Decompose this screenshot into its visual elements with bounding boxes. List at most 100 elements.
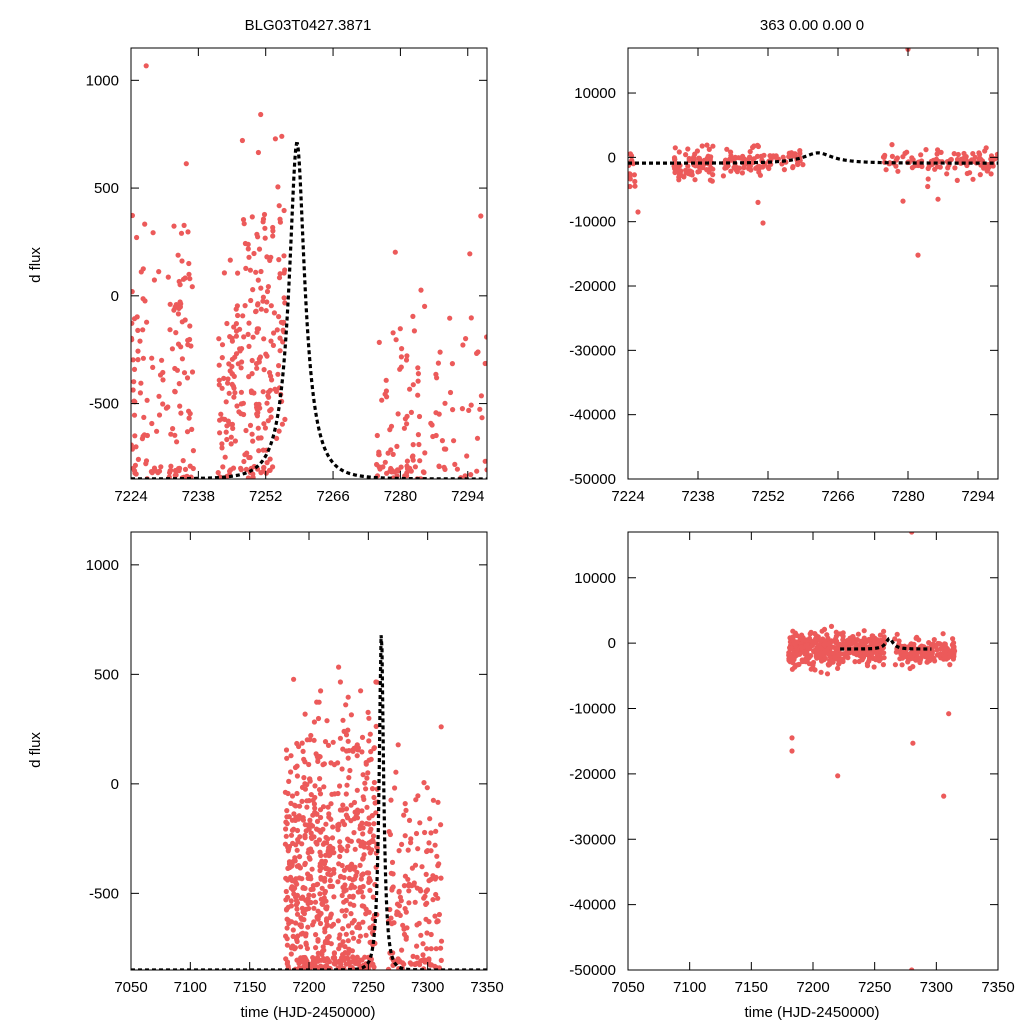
data-point xyxy=(255,326,262,332)
data-point xyxy=(328,941,334,947)
data-point xyxy=(370,961,376,967)
data-point xyxy=(242,303,248,309)
x-tick-label: 7280 xyxy=(384,488,417,505)
data-point xyxy=(283,819,289,825)
data-point xyxy=(264,299,270,305)
data-point xyxy=(794,639,800,645)
data-point xyxy=(447,389,454,396)
data-point xyxy=(977,172,983,178)
data-point xyxy=(320,901,326,907)
data-point xyxy=(363,932,369,938)
data-point xyxy=(344,782,350,788)
data-point xyxy=(322,929,328,935)
data-point xyxy=(389,859,396,866)
data-point xyxy=(325,742,332,749)
data-point xyxy=(131,412,138,418)
data-point xyxy=(387,468,393,474)
data-point xyxy=(841,641,848,648)
data-point xyxy=(393,337,399,343)
data-point xyxy=(316,753,322,760)
data-point xyxy=(797,148,803,154)
data-point-outlier xyxy=(789,735,795,741)
data-point xyxy=(217,417,223,423)
data-point xyxy=(289,793,296,799)
data-point xyxy=(410,313,416,319)
y-tick-label: 10000 xyxy=(574,85,616,102)
data-point xyxy=(261,367,267,373)
data-point xyxy=(750,156,756,162)
data-point xyxy=(947,649,954,655)
data-point xyxy=(348,712,354,718)
y-tick-label: -20000 xyxy=(569,766,616,783)
data-point xyxy=(482,360,487,367)
data-point xyxy=(413,830,420,837)
data-point xyxy=(283,833,289,839)
data-point xyxy=(484,334,487,340)
data-point xyxy=(262,425,268,431)
data-point xyxy=(672,169,678,176)
data-point xyxy=(929,649,935,655)
data-point xyxy=(360,871,366,877)
data-point xyxy=(140,327,146,333)
data-point xyxy=(182,466,189,472)
data-point xyxy=(308,792,314,798)
data-point xyxy=(173,302,179,308)
data-point xyxy=(173,330,179,336)
data-point xyxy=(219,342,226,348)
data-point xyxy=(286,814,292,820)
data-point xyxy=(899,662,905,668)
data-point xyxy=(415,378,421,384)
data-point xyxy=(404,458,410,464)
data-point xyxy=(297,854,303,860)
data-point xyxy=(435,895,441,901)
data-point xyxy=(229,356,235,362)
data-point xyxy=(383,377,389,383)
data-point xyxy=(177,299,183,305)
data-point-outlier xyxy=(935,196,941,202)
data-point xyxy=(449,361,455,367)
data-point xyxy=(249,357,255,364)
data-point xyxy=(724,146,730,152)
data-point xyxy=(273,388,279,394)
data-point xyxy=(132,433,138,439)
y-tick-label: 1000 xyxy=(86,557,119,574)
data-point xyxy=(356,938,362,944)
data-point xyxy=(482,458,487,464)
data-point xyxy=(632,178,638,185)
data-point xyxy=(225,380,231,386)
data-point xyxy=(426,956,432,962)
x-tick-label: 7200 xyxy=(292,979,325,996)
data-point xyxy=(299,905,305,912)
data-point xyxy=(307,817,313,823)
data-point xyxy=(840,633,846,640)
data-point xyxy=(362,954,368,960)
data-point xyxy=(293,876,299,882)
data-point xyxy=(345,938,351,944)
data-point xyxy=(345,836,351,842)
data-point xyxy=(142,298,148,304)
data-point xyxy=(392,785,398,791)
data-point xyxy=(364,775,370,781)
data-point xyxy=(189,426,195,432)
data-point xyxy=(302,711,308,717)
data-point xyxy=(222,454,228,460)
y-tick-label: -500 xyxy=(89,396,119,413)
right-column-title: 363 0.00 0.00 0 xyxy=(760,17,864,34)
data-point xyxy=(790,153,796,159)
data-point xyxy=(133,471,139,477)
data-point xyxy=(954,177,960,183)
data-point xyxy=(438,822,444,828)
data-point xyxy=(835,643,841,650)
data-point xyxy=(181,222,187,228)
data-point xyxy=(143,63,149,69)
x-tick-label: 7050 xyxy=(611,979,644,996)
data-point xyxy=(883,167,889,173)
data-point xyxy=(261,421,267,427)
data-point xyxy=(232,390,238,396)
data-point xyxy=(284,925,290,931)
data-point xyxy=(318,896,324,902)
data-point xyxy=(293,898,300,904)
data-point xyxy=(410,442,416,448)
data-point xyxy=(345,950,351,956)
data-point xyxy=(357,862,363,869)
